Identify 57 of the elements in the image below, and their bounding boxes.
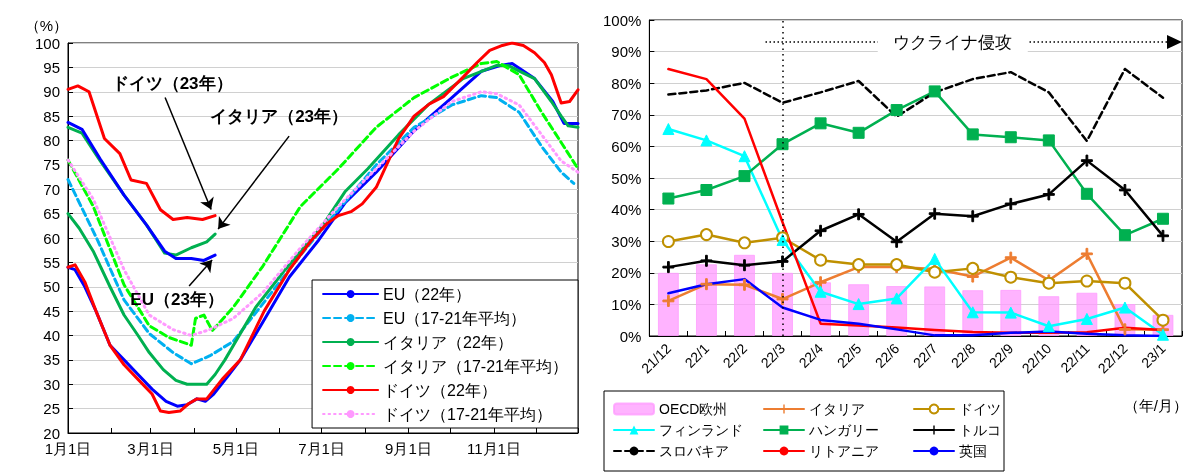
annotation: ウクライナ侵攻 (893, 33, 1013, 52)
y-tick-label: 30% (611, 232, 642, 250)
y-tick-label: 20 (43, 424, 60, 442)
annotation: ドイツ（23年） (111, 74, 233, 94)
y-tick-label: 70% (611, 106, 642, 124)
x-tick-label: 11月1日 (466, 440, 521, 457)
y-tick-label: 20% (611, 264, 642, 282)
x-tick-label: 7月1日 (298, 440, 345, 457)
y-tick-label: 55 (43, 253, 60, 271)
y-tick-label: 80% (611, 74, 642, 92)
legend-label: トルコ (959, 422, 1001, 438)
y-tick-label: 10% (611, 295, 642, 313)
x-tick-label: 23/1 (1138, 340, 1169, 371)
y-tick-label: 65 (43, 205, 60, 223)
y-tick-label: 60% (611, 137, 642, 155)
y-tick-label: 80 (43, 132, 60, 149)
legend-label: EU（22年） (383, 285, 472, 303)
legend-label: イタリア（22年） (383, 333, 513, 351)
legend-label: 英国 (959, 443, 987, 459)
x-axis-title: （年/月） (1123, 397, 1188, 414)
legend-label: イタリア (809, 401, 865, 417)
legend-label: フィンランド (659, 422, 743, 438)
legend-label: ドイツ（17-21年平均） (383, 405, 552, 423)
x-tick-label: 9月1日 (385, 440, 432, 457)
y-tick-label: 75 (43, 156, 60, 174)
y-tick-label: 50% (611, 169, 642, 187)
y-tick-label: 90 (43, 83, 60, 101)
y-tick-label: 90% (611, 43, 642, 61)
legend-label: スロバキア (659, 443, 729, 459)
y-tick-label: 35 (43, 351, 60, 369)
legend-label: EU（17-21年平均） (383, 309, 527, 327)
y-tick-label: 50 (43, 278, 60, 296)
x-tick-label: 3月1日 (127, 440, 175, 457)
legend-label: イタリア（17-21年平均） (383, 357, 568, 375)
legend-label: ドイツ (959, 401, 1001, 417)
x-tick-label: 1月1日 (44, 440, 92, 457)
y-tick-label: 95 (43, 58, 60, 76)
y-tick-label: 100 (34, 34, 60, 52)
y-tick-label: 0% (619, 327, 642, 345)
annotation: イタリア（23年） (210, 106, 349, 126)
y-tick-label: 30 (43, 375, 60, 393)
y-tick-label: 45 (43, 302, 60, 320)
legend-label: OECD欧州 (659, 401, 728, 417)
x-tick-label: 5月1日 (212, 440, 260, 457)
y-tick-label: 40% (611, 201, 642, 219)
annotation: EU（23年） (130, 289, 224, 309)
y-tick-label: 60 (43, 229, 60, 247)
y-tick-label: 100% (602, 11, 642, 29)
legend-label: ハンガリー (808, 422, 879, 438)
y-tick-label: 40 (43, 327, 60, 344)
y-tick-label: 85 (43, 107, 60, 125)
y-tick-label: 70 (43, 180, 60, 198)
legend-label: ドイツ（22年） (383, 381, 497, 399)
y-axis-title: （%） (24, 17, 68, 34)
y-tick-label: 25 (43, 400, 60, 418)
legend-label: リトアニア (809, 443, 879, 459)
x-tick-label: 22/1 (681, 340, 713, 371)
